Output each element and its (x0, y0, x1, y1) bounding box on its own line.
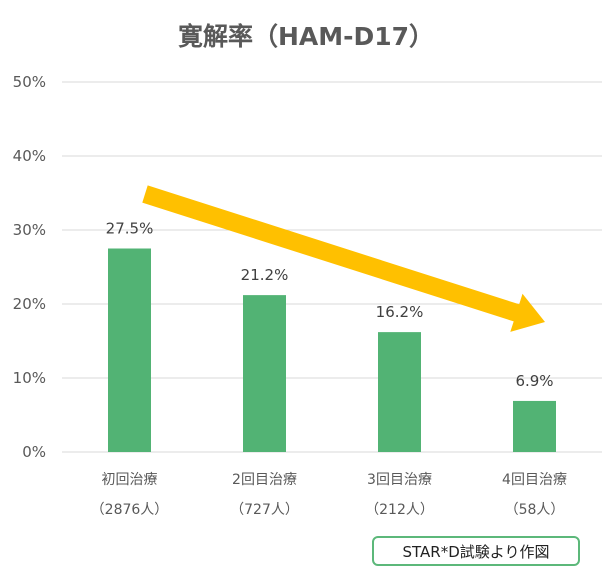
x-axis-category-labels: 初回治療 （2876人） 2回目治療 （727人） 3回目治療 （212人） 4回目治療 （5… (91, 471, 567, 518)
bar-value-label: 6.9% (515, 372, 553, 390)
bar (378, 332, 421, 452)
y-tick-label: 10% (13, 369, 46, 387)
category-sublabel: （58人） (505, 502, 565, 518)
source-note: STAR*D試験より作図 (372, 536, 580, 566)
y-tick-label: 0% (22, 443, 46, 461)
category-label: 2回目治療 (232, 471, 297, 488)
y-axis-tick-labels: 0% 10% 20% 30% 40% 50% (13, 73, 46, 461)
y-tick-label: 20% (13, 295, 46, 313)
category-sublabel: （212人） (365, 502, 434, 518)
gridlines (62, 81, 602, 453)
category-sublabel: （727人） (230, 502, 299, 518)
bar (108, 248, 151, 452)
trend-arrow-icon (142, 185, 546, 332)
bar-value-labels: 27.5% 21.2% 16.2% 6.9% (106, 220, 554, 390)
y-tick-label: 50% (13, 73, 46, 91)
chart-title: 寛解率（HAM-D17） (178, 22, 434, 51)
bar (513, 400, 556, 452)
bar (243, 295, 286, 452)
category-label: 3回目治療 (367, 471, 432, 488)
bars (108, 248, 556, 452)
category-label: 4回目治療 (502, 471, 567, 488)
trend-arrow-icon (142, 185, 546, 332)
y-tick-label: 40% (13, 147, 46, 165)
bar-value-label: 27.5% (106, 220, 154, 238)
category-label: 初回治療 (102, 471, 158, 488)
y-tick-label: 30% (13, 221, 46, 239)
category-sublabel: （2876人） (91, 502, 169, 518)
bar-value-label: 21.2% (241, 266, 289, 284)
bar-value-label: 16.2% (376, 303, 424, 321)
